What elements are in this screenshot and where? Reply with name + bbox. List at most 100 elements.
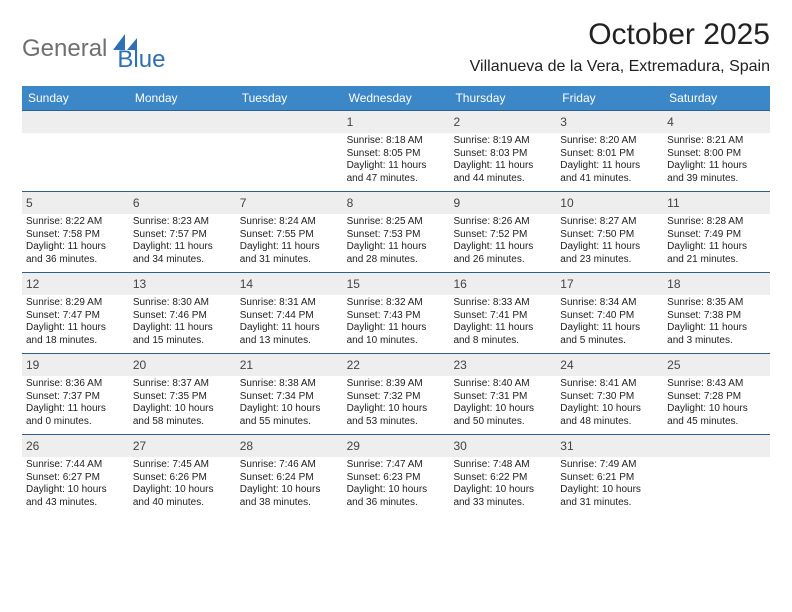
day-number-row: 29 [343,435,450,457]
sunrise-line: Sunrise: 7:45 AM [133,459,232,472]
sunrise-line: Sunrise: 8:34 AM [560,297,659,310]
weekday-header-cell: Friday [556,86,663,110]
day-number: 22 [347,358,360,372]
sunset-line: Sunset: 7:38 PM [667,310,766,323]
day-cell: 6Sunrise: 8:23 AMSunset: 7:57 PMDaylight… [129,192,236,272]
day-number-row: 25 [663,354,770,376]
day-cell: 12Sunrise: 8:29 AMSunset: 7:47 PMDayligh… [22,273,129,353]
daylight-line: Daylight: 10 hours and 45 minutes. [667,403,766,428]
day-cell: 29Sunrise: 7:47 AMSunset: 6:23 PMDayligh… [343,435,450,515]
week-row: 19Sunrise: 8:36 AMSunset: 7:37 PMDayligh… [22,353,770,434]
day-number: 24 [560,358,573,372]
sunset-line: Sunset: 7:34 PM [240,391,339,404]
day-number: 21 [240,358,253,372]
weekday-header-cell: Thursday [449,86,556,110]
sunrise-line: Sunrise: 8:41 AM [560,378,659,391]
day-number-row: 11 [663,192,770,214]
sunrise-line: Sunrise: 8:40 AM [453,378,552,391]
sunset-line: Sunset: 7:41 PM [453,310,552,323]
day-number-row: 24 [556,354,663,376]
day-number: 9 [453,196,460,210]
sunrise-line: Sunrise: 8:19 AM [453,135,552,148]
day-number-row: 17 [556,273,663,295]
day-number-row: 1 [343,111,450,133]
daylight-line: Daylight: 11 hours and 15 minutes. [133,322,232,347]
day-cell: . [129,111,236,191]
day-number-row: 13 [129,273,236,295]
daylight-line: Daylight: 11 hours and 28 minutes. [347,241,446,266]
sunset-line: Sunset: 6:23 PM [347,472,446,485]
sunrise-line: Sunrise: 8:24 AM [240,216,339,229]
day-number: 8 [347,196,354,210]
day-number: 17 [560,277,573,291]
day-number-row: . [663,435,770,457]
daylight-line: Daylight: 10 hours and 58 minutes. [133,403,232,428]
daylight-line: Daylight: 11 hours and 18 minutes. [26,322,125,347]
day-number: 11 [667,196,679,210]
sunset-line: Sunset: 8:05 PM [347,148,446,161]
day-cell: 16Sunrise: 8:33 AMSunset: 7:41 PMDayligh… [449,273,556,353]
day-cell: 8Sunrise: 8:25 AMSunset: 7:53 PMDaylight… [343,192,450,272]
day-cell: 21Sunrise: 8:38 AMSunset: 7:34 PMDayligh… [236,354,343,434]
day-cell: 1Sunrise: 8:18 AMSunset: 8:05 PMDaylight… [343,111,450,191]
sunset-line: Sunset: 6:22 PM [453,472,552,485]
day-cell: . [22,111,129,191]
day-number: 25 [667,358,680,372]
day-number-row: 20 [129,354,236,376]
location: Villanueva de la Vera, Extremadura, Spai… [470,58,770,76]
day-cell: . [663,435,770,515]
day-number: 10 [560,196,573,210]
daylight-line: Daylight: 11 hours and 3 minutes. [667,322,766,347]
sunrise-line: Sunrise: 8:37 AM [133,378,232,391]
week-row: 26Sunrise: 7:44 AMSunset: 6:27 PMDayligh… [22,434,770,515]
day-number: 16 [453,277,466,291]
logo-word-1: General [22,35,107,63]
day-cell: 7Sunrise: 8:24 AMSunset: 7:55 PMDaylight… [236,192,343,272]
day-cell: 4Sunrise: 8:21 AMSunset: 8:00 PMDaylight… [663,111,770,191]
sunset-line: Sunset: 7:40 PM [560,310,659,323]
day-number-row: 7 [236,192,343,214]
day-number: 2 [453,115,460,129]
weekday-header-row: SundayMondayTuesdayWednesdayThursdayFrid… [22,86,770,110]
logo: General Blue [22,24,165,74]
day-number-row: 30 [449,435,556,457]
day-number-row: 10 [556,192,663,214]
day-number: 23 [453,358,466,372]
day-number-row: 18 [663,273,770,295]
weekday-header-cell: Monday [129,86,236,110]
logo-word-2: Blue [117,46,165,74]
day-number: 5 [26,196,33,210]
sunrise-line: Sunrise: 8:20 AM [560,135,659,148]
sunrise-line: Sunrise: 8:39 AM [347,378,446,391]
daylight-line: Daylight: 11 hours and 0 minutes. [26,403,125,428]
day-number: 15 [347,277,360,291]
day-cell: 9Sunrise: 8:26 AMSunset: 7:52 PMDaylight… [449,192,556,272]
weekday-header-cell: Wednesday [343,86,450,110]
day-number: 29 [347,439,360,453]
day-number-row: 15 [343,273,450,295]
day-cell: 15Sunrise: 8:32 AMSunset: 7:43 PMDayligh… [343,273,450,353]
sunset-line: Sunset: 8:00 PM [667,148,766,161]
daylight-line: Daylight: 11 hours and 34 minutes. [133,241,232,266]
week-row: 12Sunrise: 8:29 AMSunset: 7:47 PMDayligh… [22,272,770,353]
day-cell: 11Sunrise: 8:28 AMSunset: 7:49 PMDayligh… [663,192,770,272]
daylight-line: Daylight: 11 hours and 26 minutes. [453,241,552,266]
day-cell: 27Sunrise: 7:45 AMSunset: 6:26 PMDayligh… [129,435,236,515]
day-number-row: 12 [22,273,129,295]
day-number-row: 3 [556,111,663,133]
sunset-line: Sunset: 7:43 PM [347,310,446,323]
day-cell: 25Sunrise: 8:43 AMSunset: 7:28 PMDayligh… [663,354,770,434]
day-number-row: 22 [343,354,450,376]
weekday-header-cell: Sunday [22,86,129,110]
daylight-line: Daylight: 10 hours and 38 minutes. [240,484,339,509]
day-number-row: 21 [236,354,343,376]
day-number: 27 [133,439,146,453]
day-number-row: . [129,111,236,133]
daylight-line: Daylight: 10 hours and 53 minutes. [347,403,446,428]
week-row: 5Sunrise: 8:22 AMSunset: 7:58 PMDaylight… [22,191,770,272]
daylight-line: Daylight: 11 hours and 5 minutes. [560,322,659,347]
sunset-line: Sunset: 7:28 PM [667,391,766,404]
day-number: 31 [560,439,573,453]
day-number-row: 14 [236,273,343,295]
day-number: 6 [133,196,140,210]
